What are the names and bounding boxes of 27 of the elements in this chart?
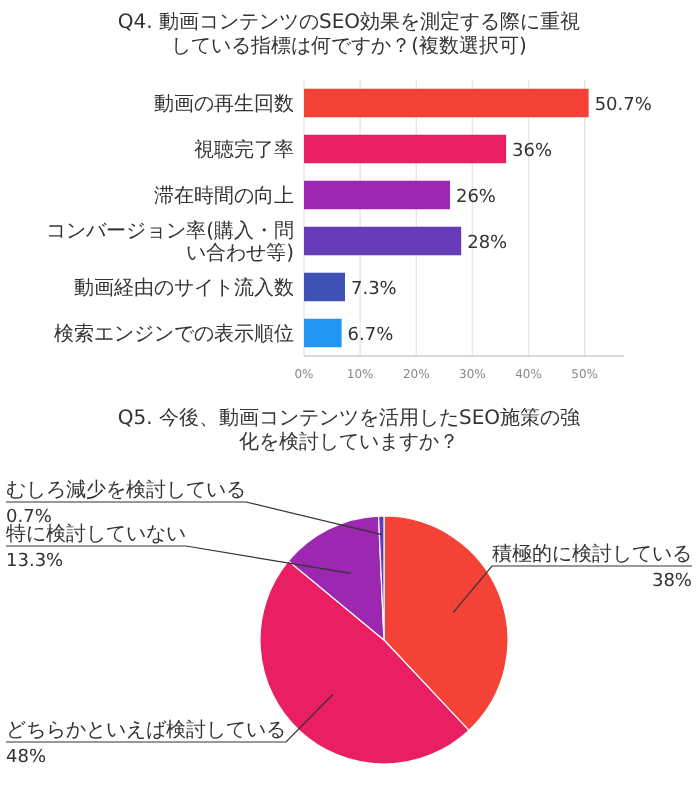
data-label: 13.3% <box>6 552 65 572</box>
data-label: 38% <box>651 572 693 592</box>
chart-title: Q5. 今後、動画コンテンツを活用したSEO施策の強化を検討していますか？ <box>117 406 581 454</box>
data-label: 26% <box>455 188 497 208</box>
data-label: 36% <box>512 142 554 162</box>
data-label: 6.7% <box>347 326 395 346</box>
slice-label: どちらかといえば検討している <box>6 718 286 742</box>
slice-label: 積極的に検討している <box>492 542 692 566</box>
y-tick-label: コンバージョン率(購入・問い合わせ等) <box>46 219 295 265</box>
bar <box>304 180 450 210</box>
data-label: 28% <box>467 234 509 254</box>
y-tick-label: 滞在時間の向上 <box>154 184 294 208</box>
y-tick-label: 動画の再生回数 <box>154 92 294 116</box>
bar <box>304 226 462 256</box>
data-label: 7.3% <box>350 280 398 300</box>
y-tick-label: 動画経由のサイト流入数 <box>74 276 294 300</box>
data-label: 50.7% <box>594 96 653 116</box>
bar <box>304 134 507 164</box>
data-label: 48% <box>6 748 47 768</box>
slice-label: 特に検討していない <box>6 522 186 546</box>
bar <box>304 88 589 118</box>
y-tick-label: 視聴完了率 <box>194 138 294 162</box>
y-tick-label: 検索エンジンでの表示順位 <box>54 322 294 346</box>
bar <box>304 318 342 348</box>
chart-title: Q4. 動画コンテンツのSEO効果を測定する際に重視している指標は何ですか？(複数選択可) <box>117 10 581 58</box>
slice-label: むしろ減少を検討している <box>6 478 246 502</box>
bar <box>304 272 345 302</box>
